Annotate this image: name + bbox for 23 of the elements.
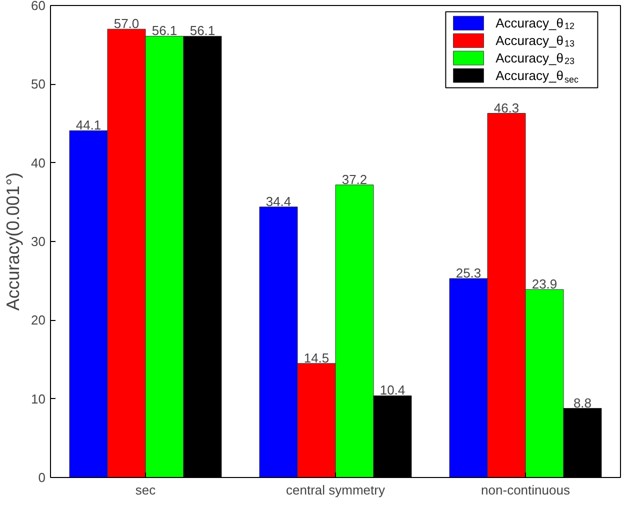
- data-label: 25.3: [456, 265, 482, 280]
- y-axis-title: Accuracy(0.001°): [3, 172, 24, 311]
- data-label: 8.8: [573, 395, 592, 410]
- x-tick-label: central symmetry: [286, 482, 386, 498]
- data-label: 46.3: [494, 100, 520, 116]
- y-tick-label: 10: [31, 391, 46, 406]
- data-label: 44.1: [76, 118, 102, 133]
- data-label: 10.4: [380, 382, 406, 398]
- data-label: 56.1: [190, 23, 216, 38]
- y-tick-label: 30: [31, 234, 46, 249]
- data-label: 57.0: [114, 16, 140, 32]
- y-tick-label: 20: [31, 312, 46, 328]
- y-tick-label: 40: [31, 155, 46, 170]
- x-tick-label: non-continuous: [481, 482, 570, 498]
- y-tick-label: 60: [31, 0, 46, 13]
- data-label: 34.4: [266, 194, 292, 209]
- y-tick-label: 0: [38, 470, 46, 485]
- data-label: 14.5: [304, 350, 330, 366]
- y-tick-label: 50: [31, 76, 46, 92]
- data-label: 56.1: [152, 23, 178, 38]
- data-label: 37.2: [342, 172, 368, 187]
- data-label: 23.9: [532, 276, 558, 292]
- x-tick-label: sec: [135, 482, 156, 498]
